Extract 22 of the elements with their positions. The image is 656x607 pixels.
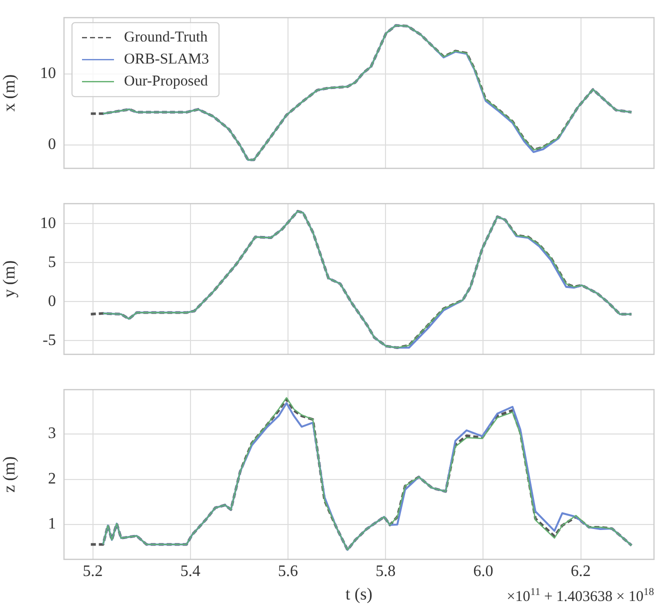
y-tick-label: 0 bbox=[48, 136, 56, 154]
x-tick-label: 5.4 bbox=[180, 563, 200, 580]
x-tick-label: 5.8 bbox=[376, 563, 396, 580]
x-tick-label: 5.2 bbox=[82, 563, 103, 580]
y-tick-label: 10 bbox=[40, 214, 56, 232]
y-tick-label: 1 bbox=[48, 516, 56, 533]
x-tick-label: 6.2 bbox=[570, 563, 591, 580]
y-axis-title: y (m) bbox=[0, 260, 19, 298]
y-axis-title: x (m) bbox=[0, 74, 19, 112]
y-tick-label: 2 bbox=[48, 470, 56, 488]
x-tick-label: 6.0 bbox=[473, 563, 494, 580]
y-tick-label: 0 bbox=[48, 292, 56, 310]
x-tick-label: 5.6 bbox=[278, 563, 298, 580]
y-tick-label: 10 bbox=[40, 64, 56, 82]
x-axis-title: t (s) bbox=[346, 584, 372, 604]
legend-label: Our-Proposed bbox=[124, 74, 208, 90]
y-tick-label: 5 bbox=[48, 254, 56, 271]
y-axis-title: z (m) bbox=[0, 456, 19, 493]
legend-label: Ground-Truth bbox=[124, 30, 208, 46]
y-tick-label: 3 bbox=[48, 425, 56, 442]
y-tick-label: -5 bbox=[42, 332, 56, 349]
legend-label: ORB-SLAM3 bbox=[124, 52, 210, 68]
